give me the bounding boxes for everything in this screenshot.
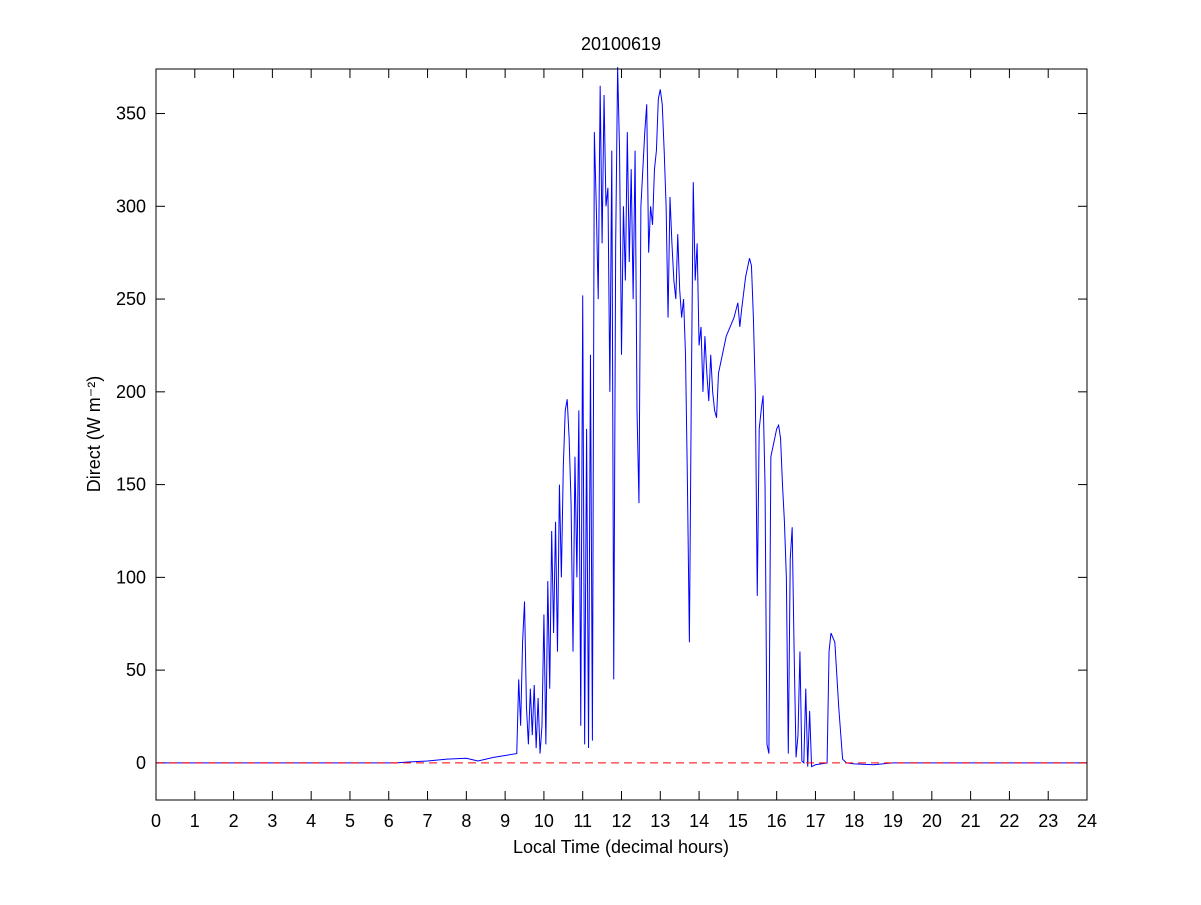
y-tick-label: 50 — [126, 660, 146, 680]
data-line — [156, 67, 1087, 768]
x-tick-label: 12 — [611, 811, 631, 831]
x-tick-label: 9 — [500, 811, 510, 831]
x-tick-label: 3 — [267, 811, 277, 831]
x-tick-label: 19 — [883, 811, 903, 831]
x-tick-label: 4 — [306, 811, 316, 831]
x-tick-label: 8 — [461, 811, 471, 831]
x-tick-label: 11 — [573, 811, 592, 831]
x-tick-label: 7 — [423, 811, 433, 831]
x-tick-label: 5 — [345, 811, 355, 831]
x-tick-label: 21 — [961, 811, 981, 831]
y-axis-label: Direct (W m⁻²) — [84, 376, 104, 492]
chart-title: 20100619 — [581, 34, 661, 54]
y-tick-label: 250 — [116, 289, 146, 309]
y-tick-label: 0 — [136, 753, 146, 773]
x-tick-label: 16 — [767, 811, 787, 831]
plot-frame — [155, 68, 1088, 801]
y-tick-label: 150 — [116, 475, 146, 495]
x-tick-label: 14 — [689, 811, 709, 831]
y-tick-label: 300 — [116, 196, 146, 216]
x-tick-label: 13 — [650, 811, 670, 831]
x-tick-label: 2 — [229, 811, 239, 831]
x-tick-label: 22 — [999, 811, 1019, 831]
y-tick-label: 350 — [116, 104, 146, 124]
x-tick-label: 18 — [844, 811, 864, 831]
x-axis-label: Local Time (decimal hours) — [513, 837, 729, 857]
x-tick-label: 0 — [151, 811, 161, 831]
x-tick-label: 1 — [190, 811, 200, 831]
y-tick-label: 100 — [116, 567, 146, 587]
x-tick-label: 20 — [922, 811, 942, 831]
x-tick-label: 24 — [1077, 811, 1097, 831]
x-tick-label: 6 — [384, 811, 394, 831]
x-tick-label: 23 — [1038, 811, 1058, 831]
x-tick-label: 17 — [805, 811, 825, 831]
x-tick-label: 10 — [534, 811, 554, 831]
y-tick-label: 200 — [116, 382, 146, 402]
x-tick-label: 15 — [728, 811, 748, 831]
